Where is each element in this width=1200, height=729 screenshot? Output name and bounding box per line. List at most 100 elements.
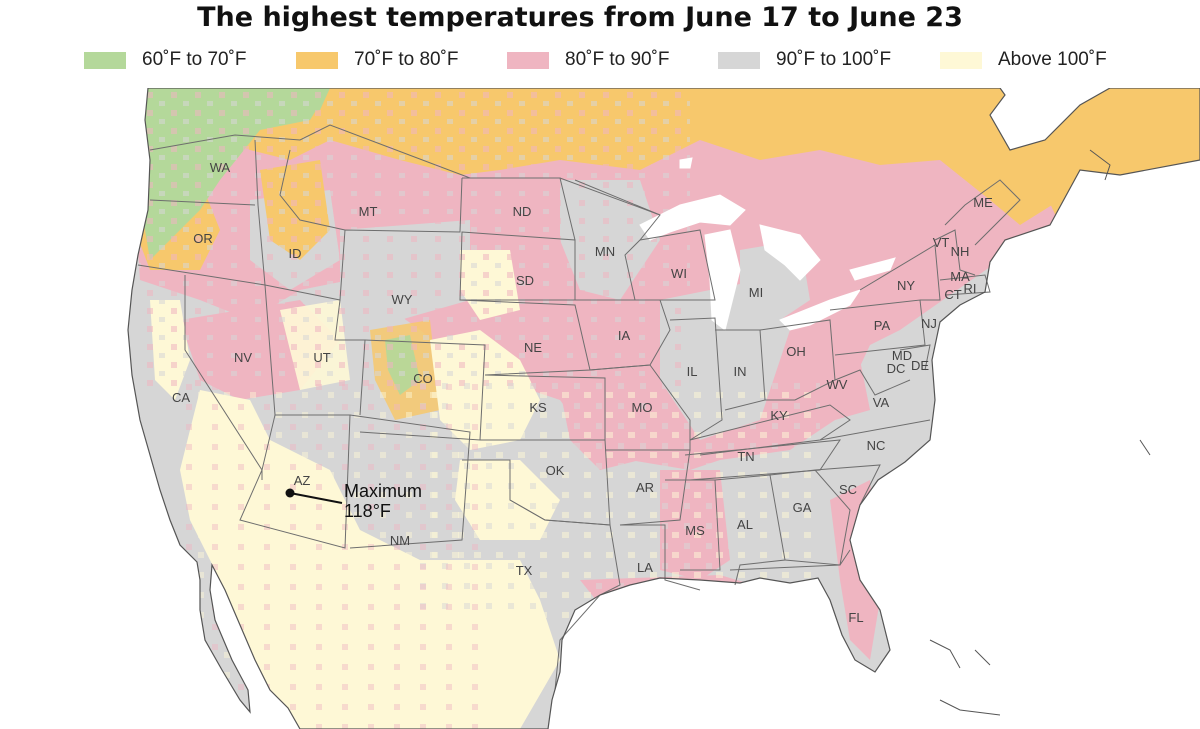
state-label-ks: KS [529, 400, 547, 415]
legend-item-above-100: Above 100˚F [940, 46, 1107, 74]
border-tx [462, 459, 621, 691]
border-or-south [137, 264, 266, 286]
texture-west [130, 88, 690, 388]
border-ne [459, 299, 591, 376]
state-label-oh: OH [786, 344, 806, 359]
border-il [669, 317, 723, 441]
legend-swatch-above-100 [940, 51, 982, 69]
legend-swatch-70-80 [296, 51, 338, 69]
state-label-il: IL [687, 364, 698, 379]
state-label-ia: IA [618, 328, 631, 343]
state-label-ri: RI [964, 281, 977, 296]
border-wv-va [834, 369, 911, 396]
state-label-ma: MA [950, 269, 970, 284]
state-label-ct: CT [944, 287, 961, 302]
annotation-value: 118°F [344, 501, 391, 521]
legend-swatch-80-90 [507, 51, 549, 69]
island-newfoundland [1089, 149, 1111, 181]
state-label-ms: MS [685, 523, 705, 538]
state-label-md: MD [892, 348, 912, 363]
state-label-nd: ND [513, 204, 532, 219]
state-label-wa: WA [210, 160, 231, 175]
legend-label-80-90: 80˚F to 90˚F [565, 49, 670, 70]
state-label-va: VA [873, 395, 890, 410]
legend-swatch-90-100 [718, 51, 760, 69]
border-fl [729, 549, 851, 571]
state-label-wi: WI [671, 266, 687, 281]
great-lakes [639, 157, 896, 331]
border-co [359, 339, 486, 441]
legend-label-70-80: 70˚F to 80˚F [354, 49, 459, 70]
border-ca-nv [184, 275, 263, 480]
texture-southwest [180, 380, 480, 729]
state-label-wv: WV [827, 377, 848, 392]
state-label-ar: AR [636, 480, 654, 495]
heat-regions [128, 88, 1200, 729]
state-label-tx: TX [516, 563, 533, 578]
state-label-ca: CA [172, 390, 190, 405]
island-cuba [939, 699, 1001, 716]
state-label-co: CO [413, 371, 433, 386]
state-label-or: OR [193, 231, 213, 246]
state-label-mi: MI [749, 285, 763, 300]
state-label-nv: NV [234, 350, 252, 365]
border-id-west [254, 139, 266, 286]
island-bahamas-east [974, 649, 991, 666]
border-nd [462, 177, 576, 241]
state-label-nm: NM [390, 533, 410, 548]
lake-huron [759, 224, 821, 281]
state-label-tn: TN [737, 449, 754, 464]
state-borders [137, 124, 1021, 691]
map-svg: WA OR CA ID NV MT WY UT AZ CO NM ND SD N… [127, 88, 1200, 729]
island-bahamas [929, 639, 961, 669]
annotation-label: Maximum [344, 481, 422, 501]
state-label-ne: NE [524, 340, 542, 355]
lake-ontario [849, 257, 896, 281]
legend-item-90-100: 90˚F to 100˚F [718, 46, 891, 74]
state-label-vt: VT [933, 235, 950, 250]
lake-erie [779, 289, 862, 331]
state-label-al: AL [737, 517, 753, 532]
state-label-nj: NJ [921, 316, 937, 331]
state-label-la: LA [637, 560, 653, 575]
state-label-ok: OK [546, 463, 565, 478]
border-md-de [899, 344, 931, 371]
legend-swatch-60-70 [84, 51, 126, 69]
state-label-wy: WY [392, 292, 413, 307]
legend-item-80-90: 80˚F to 90˚F [507, 46, 670, 74]
island-bermuda [1139, 439, 1151, 456]
state-label-sc: SC [839, 482, 857, 497]
border-id-mt [279, 149, 346, 231]
border-pa [829, 299, 926, 356]
border-ny [859, 244, 941, 301]
state-label-ga: GA [793, 500, 812, 515]
state-label-in: IN [734, 364, 747, 379]
islands [929, 149, 1151, 716]
map-title: The highest temperatures from June 17 to… [197, 2, 963, 33]
state-labels: WA OR CA ID NV MT WY UT AZ CO NM ND SD N… [172, 160, 993, 625]
border-nm [349, 414, 471, 549]
state-label-me: ME [973, 195, 993, 210]
border-ga [769, 469, 851, 566]
legend-label-60-70: 60˚F to 70˚F [142, 49, 247, 70]
border-ma-ct [939, 274, 991, 296]
state-label-ky: KY [770, 408, 788, 423]
border-ar [605, 449, 691, 526]
border-wa-or [149, 199, 256, 206]
border-vt-nh [934, 229, 976, 276]
border-me [944, 179, 1021, 246]
state-label-nh: NH [951, 244, 970, 259]
state-label-pa: PA [874, 318, 891, 333]
state-label-nc: NC [867, 438, 886, 453]
legend-item-60-70: 60˚F to 70˚F [84, 46, 247, 74]
state-label-sd: SD [516, 273, 534, 288]
border-in [715, 329, 766, 411]
state-label-id: ID [289, 246, 302, 261]
border-tn [684, 439, 842, 481]
state-label-ny: NY [897, 278, 915, 293]
border-sc [814, 464, 881, 506]
state-label-mn: MN [595, 244, 615, 259]
max-temp-annotation: Maximum 118°F [285, 481, 422, 521]
state-label-mo: MO [632, 400, 653, 415]
state-label-mt: MT [359, 204, 378, 219]
